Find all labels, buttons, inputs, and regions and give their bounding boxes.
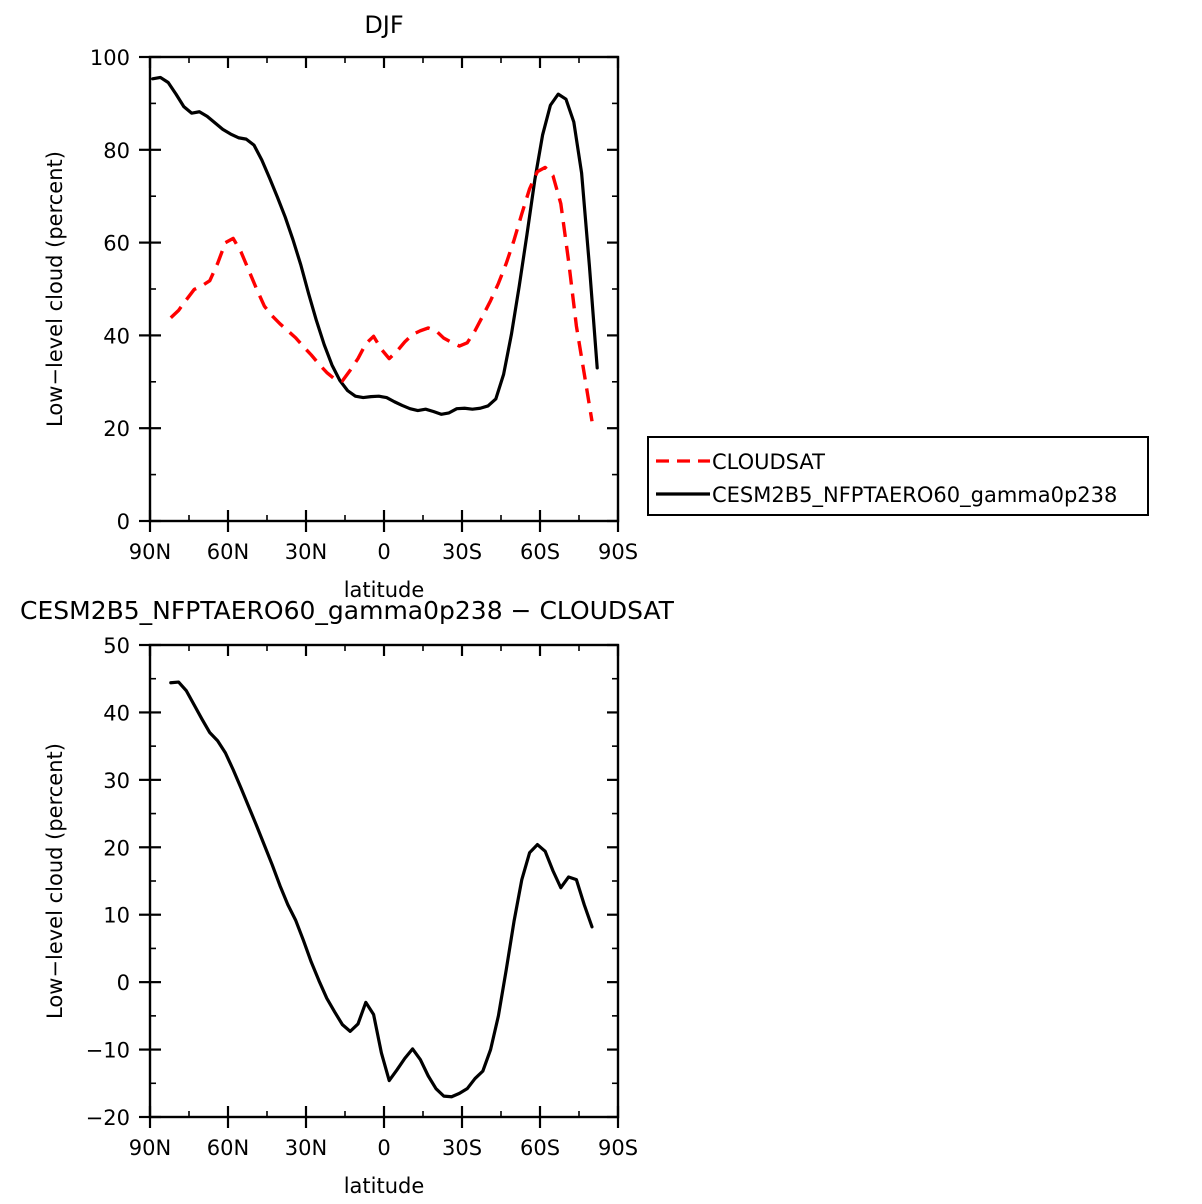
x-axis-title: latitude [344, 578, 425, 602]
panel-bottom-panel: 90N 60N 30N 0 30S 60S 90S latitude −20 −10 0 10 20 30… [20, 596, 675, 1198]
y-tick-label: 20 [103, 836, 130, 860]
legend-label-0: CLOUDSAT [712, 450, 825, 474]
y-tick-label: 100 [90, 46, 130, 70]
y-axis-title: Low−level cloud (percent) [43, 151, 67, 427]
panel-title-difference: CESM2B5_NFPTAERO60_gamma0p238 − CLOUDSAT [20, 596, 675, 625]
y-tick-label: 60 [103, 232, 130, 256]
x-tick-label: 0 [377, 1136, 390, 1160]
legend-label-1: CESM2B5_NFPTAERO60_gamma0p238 [712, 483, 1117, 508]
x-tick-label: 30N [285, 1136, 327, 1160]
x-tick-label: 90S [598, 1136, 638, 1160]
x-tick-label: 30S [442, 1136, 482, 1160]
legend: CLOUDSAT CESM2B5_NFPTAERO60_gamma0p238 [647, 436, 1149, 516]
series-line-1 [169, 165, 594, 422]
x-tick-label: 90N [129, 540, 171, 564]
x-tick-label: 60N [207, 1136, 249, 1160]
y-tick-label: 40 [103, 324, 130, 348]
y-axis-title: Low−level cloud (percent) [43, 743, 67, 1019]
y-tick-label: −20 [86, 1106, 130, 1130]
series-line-0 [169, 680, 594, 1099]
x-tick-label: 60S [520, 540, 560, 564]
y-tick-label: 0 [117, 510, 130, 534]
y-tick-label: 80 [103, 139, 130, 163]
y-tick-label: 10 [103, 904, 130, 928]
y-tick-label: 40 [103, 701, 130, 725]
y-tick-label: 20 [103, 417, 130, 441]
x-tick-label: 30N [285, 540, 327, 564]
x-tick-label: 0 [377, 540, 390, 564]
panel-top-panel: 90N 60N 30N 0 30S 60S 90S latitude 0 20 40 60 80 100 L… [43, 11, 638, 602]
x-tick-label: 60N [207, 540, 249, 564]
plot-frame [148, 643, 620, 1119]
y-tick-label: 50 [103, 634, 130, 658]
series-line-0 [151, 75, 599, 416]
x-tick-label: 90N [129, 1136, 171, 1160]
x-tick-label: 90S [598, 540, 638, 564]
y-tick-label: 30 [103, 769, 130, 793]
y-tick-label: −10 [86, 1039, 130, 1063]
legend-box [647, 436, 1149, 516]
x-tick-label: 60S [520, 1136, 560, 1160]
y-tick-label: 0 [117, 971, 130, 995]
x-tick-label: 30S [442, 540, 482, 564]
x-axis-title: latitude [344, 1174, 425, 1198]
panel-title-top: DJF [364, 11, 403, 39]
